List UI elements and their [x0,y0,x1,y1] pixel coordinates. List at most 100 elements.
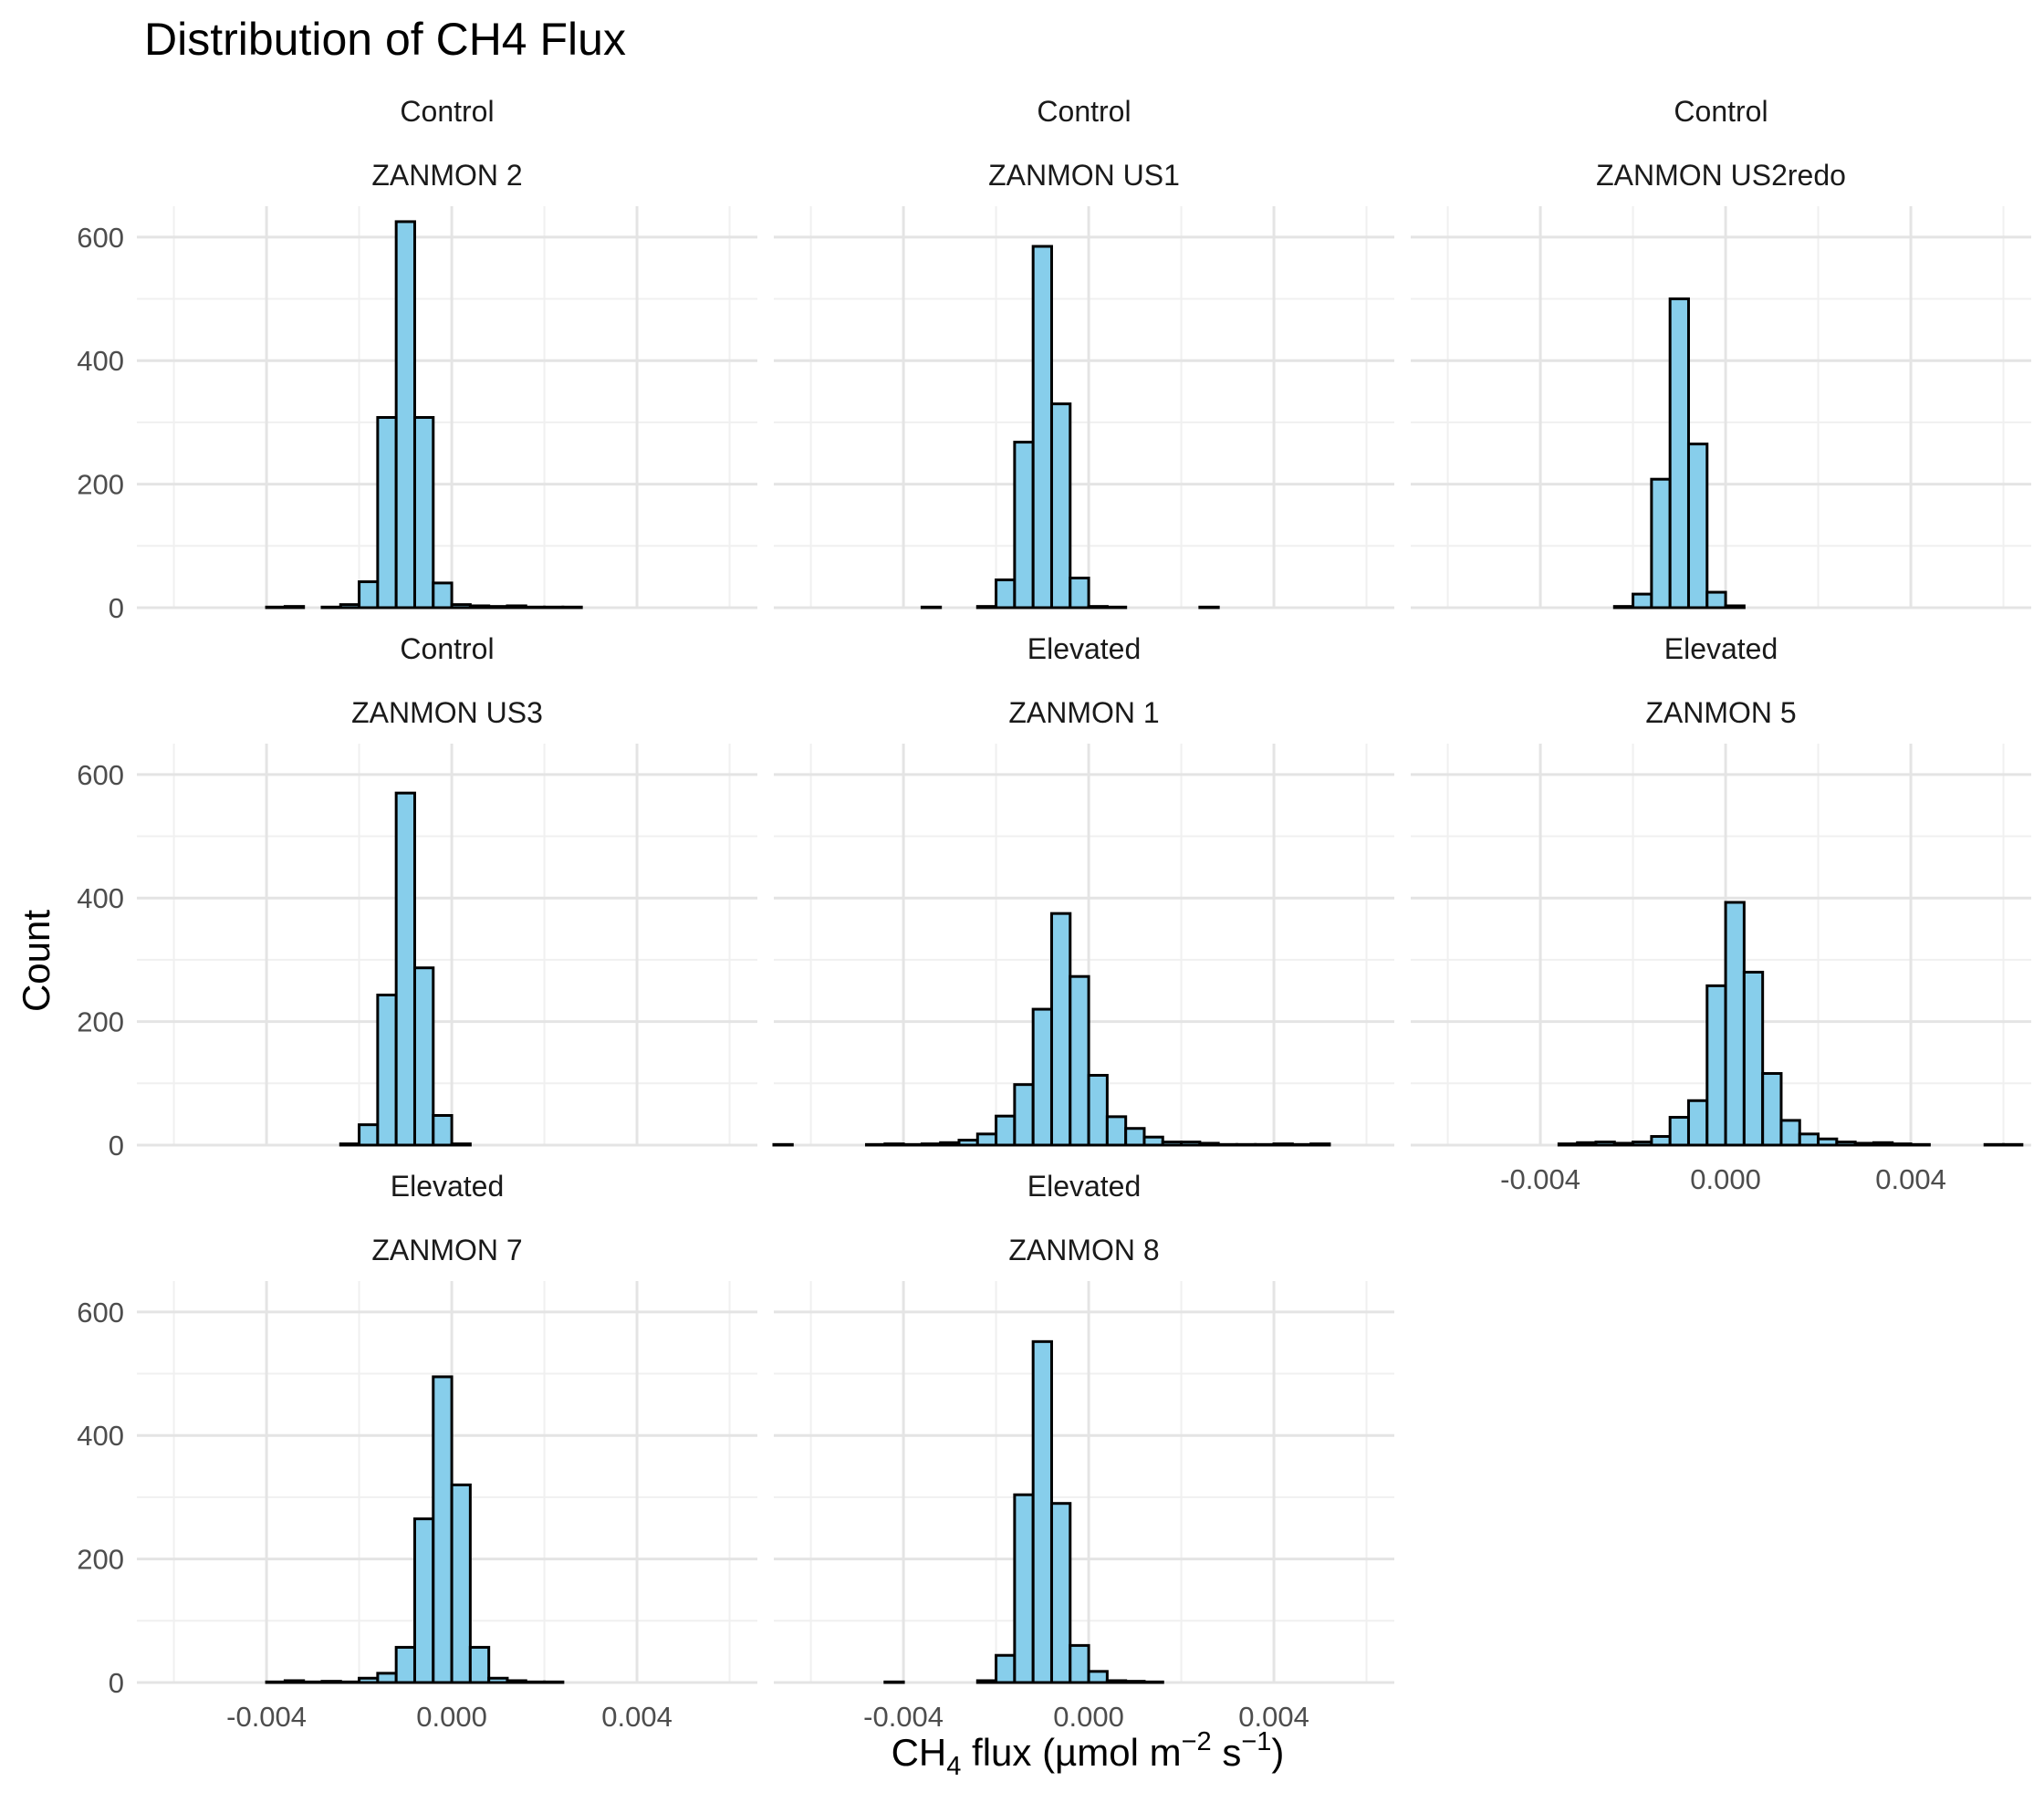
y-axis-label: Count [15,910,57,1012]
y-tick-label: 400 [77,1420,124,1452]
histogram-bar [864,1142,887,1147]
histogram-bar [1124,1680,1146,1684]
y-tick-label: 600 [77,1297,124,1328]
histogram-bar [1087,1074,1109,1147]
facets-layer: Control ZANMON 2 0 200 400 600 Control ZANMON U… [77,95,2031,1733]
histogram-bar [1031,245,1053,610]
histogram-bar [432,1375,454,1684]
histogram-bar [995,1114,1017,1147]
histogram-bar [394,1645,416,1684]
facet-treatment-label: Control [1037,95,1131,128]
facet-site-label: ZANMON US2redo [1596,159,1846,192]
histogram-bar [1069,1643,1090,1684]
histogram-bar [265,605,287,610]
histogram-bar [1891,1142,1913,1147]
histogram-bar [920,605,943,610]
x-tick-label: 0.000 [416,1701,487,1733]
histogram-bar [975,1679,998,1684]
histogram-bar [412,1517,435,1684]
histogram-bar [975,1132,998,1147]
histogram-bar [394,220,416,610]
facet-treatment-label: Elevated [1027,1170,1142,1203]
histogram-bar [1254,1142,1276,1147]
x-tick-label: -0.004 [863,1701,944,1733]
histogram-bar [376,1672,398,1684]
histogram-bar [506,1679,527,1684]
facet-treatment-label: Control [400,632,494,665]
histogram-bar [1724,901,1746,1147]
y-tick-label: 600 [77,759,124,791]
histogram-bar [339,1680,361,1684]
facet-panel: Control ZANMON US3 0 200 400 600 [77,632,757,1162]
histogram-bar [957,1139,979,1147]
histogram-bar [1013,441,1035,610]
y-tick-label: 0 [109,1667,124,1699]
histogram-bar [432,581,454,610]
y-tick-label: 200 [77,1006,124,1038]
histogram-bar [1272,1142,1294,1147]
y-tick-label: 0 [109,1130,124,1162]
histogram-bar [1594,1141,1616,1147]
facet-panel: Elevated ZANMON 5 -0.004 0.000 0.004 [1411,632,2031,1195]
x-tick-label: 0.004 [601,1701,673,1733]
histogram-bar [1705,590,1727,610]
histogram-bar [1105,1115,1128,1147]
histogram-bar [394,791,416,1147]
histogram-bar [1872,1141,1894,1147]
histogram-bar [1612,1141,1635,1147]
histogram-bar [1835,1141,1857,1147]
histogram-bar [1142,1680,1164,1684]
x-tick-label: -0.004 [226,1701,307,1733]
histogram-bar [1612,605,1635,610]
facet-panel: Control ZANMON 2 0 200 400 600 [77,95,757,624]
histogram-bar [883,1680,905,1684]
histogram-bar [1909,1142,1931,1147]
histogram-bar [412,416,435,610]
histogram-bar [450,1483,472,1684]
histogram-bar [468,1645,491,1684]
histogram-bar [1031,1007,1053,1147]
facet-treatment-label: Control [400,95,494,128]
chart-title: Distribution of CH4 Flux [144,14,626,65]
histogram-bar [468,604,491,610]
histogram-bar [450,603,472,610]
histogram-bar [524,1680,547,1684]
histogram-bar [1049,402,1072,610]
histogram-bar [1705,984,1727,1147]
histogram-bar [1198,605,1220,610]
histogram-bar [339,603,361,610]
histogram-bar [524,605,547,610]
histogram-bar [1049,1502,1072,1684]
facet-treatment-label: Elevated [1027,632,1142,665]
histogram-bar [561,605,583,610]
histogram-bar [902,1142,923,1147]
histogram-bar [995,578,1017,610]
histogram-bar [1124,1127,1146,1147]
histogram-bar [432,1114,454,1147]
histogram-bar [939,1141,961,1147]
facet-panel: Control ZANMON US2redo [1411,95,2031,610]
histogram-bar [883,1142,905,1147]
histogram-bar [1049,912,1072,1147]
facet-panel: Elevated ZANMON 8 -0.004 0.000 0.004 [774,1170,1394,1733]
facet-site-label: ZANMON 1 [1008,696,1159,729]
histogram-bar [487,605,509,610]
facet-site-label: ZANMON 8 [1008,1234,1159,1266]
histogram-bar [1198,1141,1220,1147]
histogram-bar [487,1676,509,1684]
histogram-bar [1031,1339,1053,1684]
facet-site-label: ZANMON 7 [371,1234,522,1266]
x-tick-label: 0.004 [1238,1701,1309,1733]
histogram-bar [1105,1679,1128,1684]
histogram-bar [1686,1099,1709,1147]
y-tick-label: 0 [109,592,124,624]
histogram-bar [320,605,342,610]
histogram-bar [543,605,565,610]
histogram-bar [1105,605,1128,610]
facet-panel: Control ZANMON US1 [774,95,1394,610]
histogram-bar [412,966,435,1147]
histogram-bar [376,416,398,610]
histogram-bar [1983,1142,2006,1147]
